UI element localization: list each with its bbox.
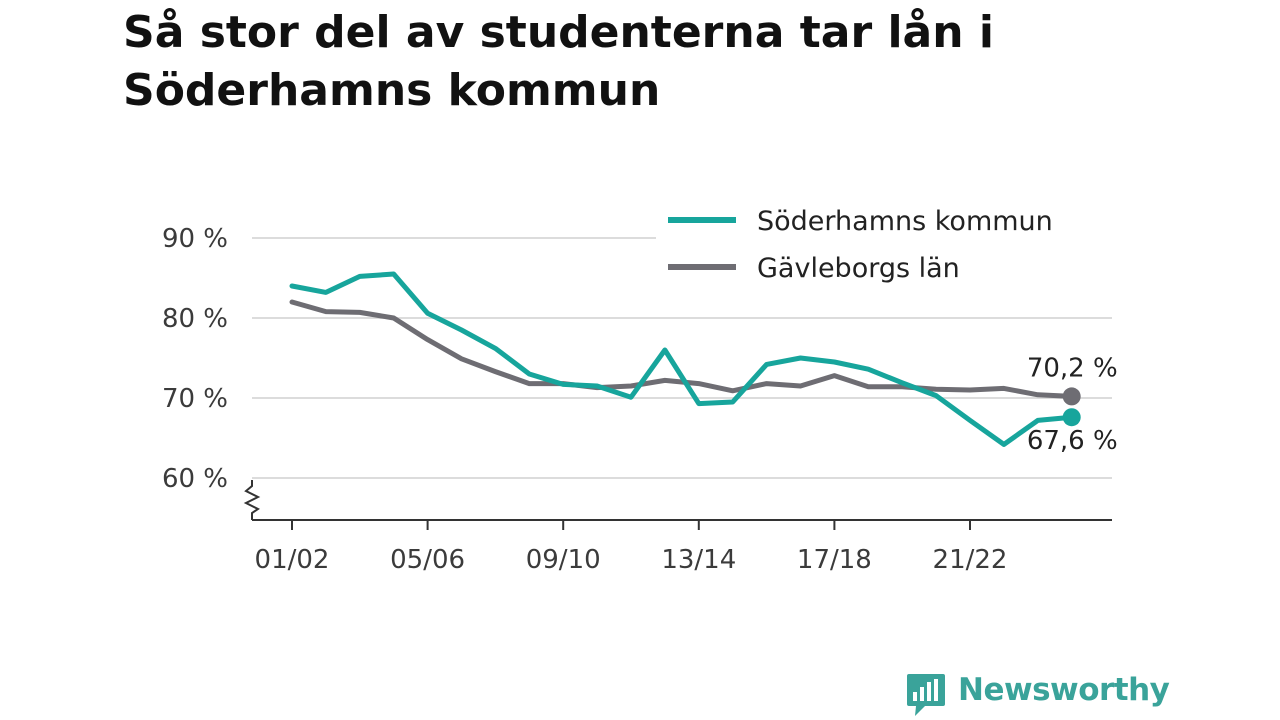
series-end-point [1062,408,1081,427]
newsworthy-logo: Newsworthy [903,670,1170,720]
chart-title: Så stor del av studenterna tar lån i Söd… [123,7,994,116]
y-tick-label: 70 % [162,384,228,414]
series-line [289,299,1075,399]
x-tick-label: 17/18 [797,545,872,575]
legend: Söderhamns kommun Gävleborgs län [656,196,1112,292]
x-tick-label: 05/06 [390,545,465,575]
legend-label: Söderhamns kommun [757,206,1053,237]
y-tick-label: 80 % [162,304,228,334]
end-value-label: 67,6 % [1027,426,1118,456]
y-axis-ticks: 60 % 70 % 80 % 90 % [162,224,228,494]
x-tick-label: 21/22 [933,545,1008,575]
x-tick-label: 09/10 [526,545,601,575]
x-tick-label: 01/02 [255,545,330,575]
newsworthy-logo-icon [907,674,945,716]
y-tick-label: 90 % [162,224,228,254]
series-lines: 70,2 % 67,6 % [289,271,1118,456]
x-tick-label: 13/14 [661,545,736,575]
x-axis [243,480,1112,521]
end-value-label: 70,2 % [1027,353,1118,383]
legend-label: Gävleborgs län [757,253,960,284]
series-end-point [1062,387,1081,406]
legend-background [656,196,1112,292]
y-tick-label: 60 % [162,464,228,494]
series-line [289,271,1075,447]
x-axis-ticks: 01/02 05/06 09/10 13/14 17/18 21/22 [255,520,1008,575]
axis-break-icon [243,480,261,520]
brand-name: Newsworthy [958,672,1170,708]
